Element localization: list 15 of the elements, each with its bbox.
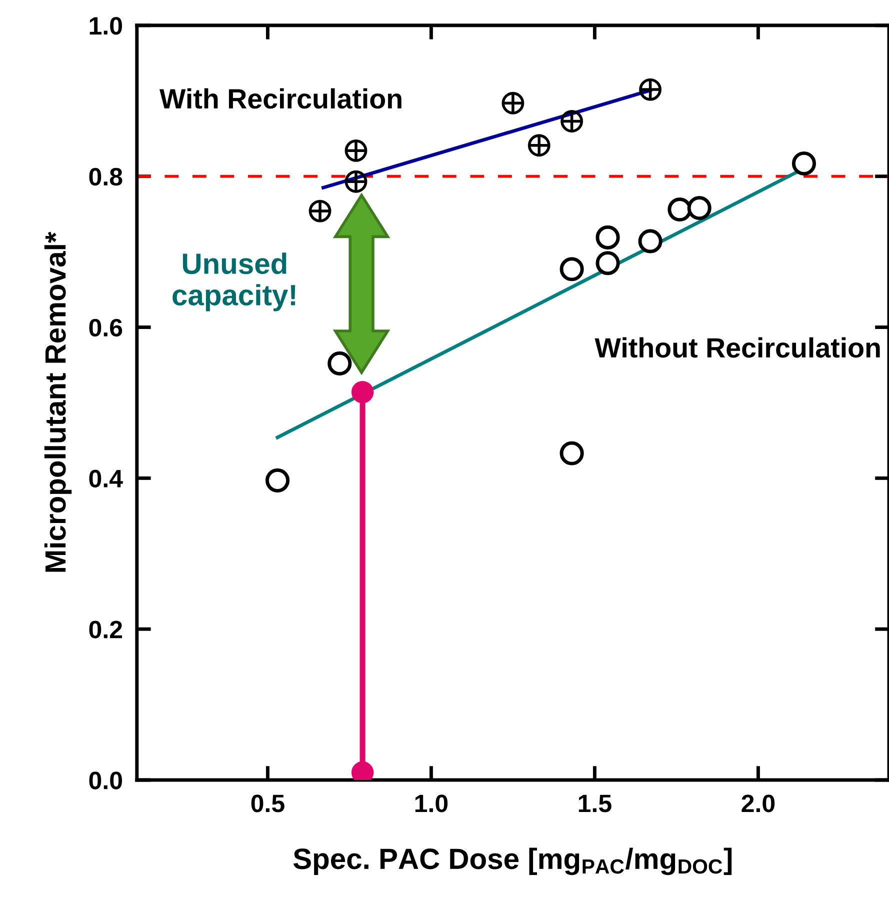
series-label: With Recirculation: [159, 88, 402, 109]
legend-label: Without Recirculation: [594, 337, 880, 358]
annotation: Unused capacity!: [172, 252, 296, 312]
y-tick-label: 0.4: [89, 470, 123, 488]
y-tick-label: 0.2: [89, 620, 122, 638]
x-tick-label: 2.0: [742, 794, 775, 812]
x-tick-label: 1.0: [415, 794, 448, 812]
y-tick-label: 0.0: [89, 772, 122, 790]
y-tick-label: 0.8: [89, 168, 122, 186]
y-tick-label: 0.6: [89, 318, 122, 337]
x-tick-label: 0.5: [251, 794, 284, 812]
x-axis-title: Spec. PAC Dose [mg$_{PAC}$/mg$_{DOC}$]: [293, 848, 732, 876]
y-tick-label: 1.0: [90, 17, 122, 35]
y-axis-title: Micropollutant Removal*: [44, 232, 72, 572]
x-tick-label: 1.5: [578, 794, 612, 812]
